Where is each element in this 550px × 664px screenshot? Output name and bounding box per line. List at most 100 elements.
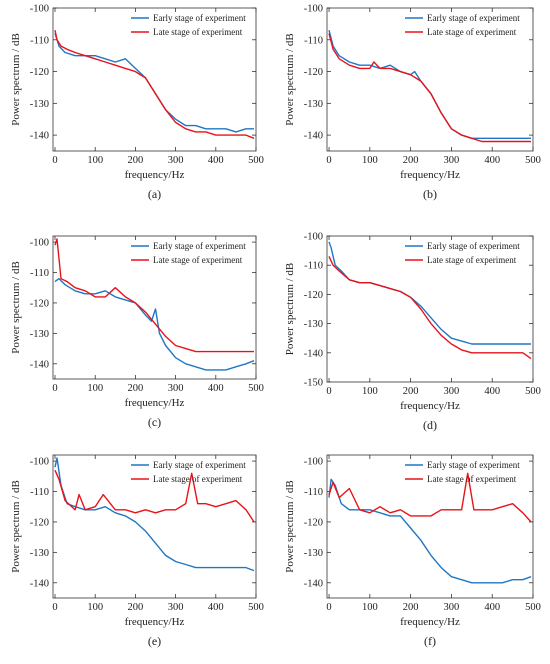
x-tick-label: 0 bbox=[326, 155, 331, 166]
y-tick-label: -140 bbox=[304, 348, 323, 359]
x-tick-label: 200 bbox=[403, 602, 419, 613]
x-tick-label: 300 bbox=[444, 602, 460, 613]
panel-f: 0 100 200 300 400 500 -100 -110 -120 -130 -140 freq… bbox=[284, 454, 541, 648]
x-tick-label: 500 bbox=[248, 155, 264, 166]
y-tick-label: -140 bbox=[30, 359, 49, 370]
y-tick-label: -100 bbox=[304, 4, 323, 15]
legend-label: Early stage of experiment bbox=[427, 460, 520, 470]
x-tick-label: 200 bbox=[128, 155, 144, 166]
y-tick-label: -120 bbox=[304, 290, 323, 301]
y-tick-label: -130 bbox=[304, 548, 323, 559]
y-tick-label: -140 bbox=[30, 131, 49, 142]
y-axis-label: Power spectrum / dB bbox=[284, 480, 296, 573]
y-tick-label: -130 bbox=[304, 319, 323, 330]
plot-frame bbox=[52, 235, 257, 380]
y-tick-label: -100 bbox=[304, 232, 323, 243]
y-axis-label: Power spectrum / dB bbox=[284, 33, 296, 126]
y-tick-label: -130 bbox=[30, 99, 49, 110]
x-tick-label: 0 bbox=[52, 602, 57, 613]
y-tick-label: -130 bbox=[304, 99, 323, 110]
panel-c: 0 100 200 300 400 500 -100 -110 -120 -130 -140 freq… bbox=[10, 235, 264, 429]
y-tick-label: -110 bbox=[304, 261, 323, 272]
x-tick-label: 400 bbox=[208, 383, 224, 394]
y-tick-label: -120 bbox=[30, 67, 49, 78]
y-axis-label: Power spectrum / dB bbox=[10, 33, 22, 126]
x-axis-label: frequency/Hz bbox=[125, 169, 185, 181]
series-line-late bbox=[328, 33, 531, 143]
y-tick-label: -100 bbox=[304, 457, 323, 468]
plot-frame bbox=[326, 454, 534, 599]
panel-label: (c) bbox=[148, 415, 161, 429]
legend-label: Early stage of experiment bbox=[153, 13, 246, 23]
x-tick-label: 500 bbox=[525, 155, 541, 166]
series-line-late bbox=[328, 472, 532, 523]
legend-label: Early stage of experiment bbox=[153, 241, 246, 251]
y-tick-label: -110 bbox=[304, 35, 323, 46]
y-tick-label: -140 bbox=[304, 131, 323, 142]
legend-label: Late stage of experiment bbox=[153, 27, 243, 37]
y-tick-label: -120 bbox=[30, 517, 49, 528]
y-tick-label: -120 bbox=[304, 67, 323, 78]
legend-label: Late stage of experiment bbox=[427, 255, 517, 265]
x-tick-label: 100 bbox=[87, 383, 103, 394]
legend-label: Late stage of experiment bbox=[427, 474, 517, 484]
y-tick-label: -100 bbox=[30, 238, 49, 249]
x-axis-label: frequency/Hz bbox=[400, 169, 460, 181]
series-line-early bbox=[54, 33, 254, 133]
x-tick-label: 0 bbox=[326, 386, 331, 397]
y-axis-label: Power spectrum / dB bbox=[10, 480, 22, 573]
x-tick-label: 0 bbox=[52, 155, 57, 166]
x-tick-label: 500 bbox=[525, 386, 541, 397]
y-tick-label: -120 bbox=[30, 298, 49, 309]
x-tick-label: 200 bbox=[128, 602, 144, 613]
x-axis-label: frequency/Hz bbox=[400, 400, 460, 412]
series-line-late bbox=[54, 469, 255, 523]
y-axis-label: Power spectrum / dB bbox=[10, 261, 22, 354]
series-line-early bbox=[54, 457, 255, 572]
x-tick-label: 400 bbox=[208, 602, 224, 613]
series-line-late bbox=[54, 30, 255, 139]
panel-e: 0 100 200 300 400 500 -100 -110 -120 -130 -140 freq… bbox=[10, 454, 264, 648]
y-tick-label: -120 bbox=[304, 517, 323, 528]
y-tick-label: -130 bbox=[30, 548, 49, 559]
x-tick-label: 500 bbox=[525, 602, 541, 613]
plot-frame bbox=[52, 454, 257, 599]
panel-label: (f) bbox=[424, 634, 436, 648]
x-tick-label: 500 bbox=[248, 602, 264, 613]
x-tick-label: 100 bbox=[87, 155, 103, 166]
legend-label: Late stage of experiment bbox=[427, 27, 517, 37]
panel-a: 0 100 200 300 400 500 -100 -110 -120 -130 -140 freq… bbox=[10, 4, 264, 202]
y-tick-label: -110 bbox=[30, 487, 49, 498]
plot-frame bbox=[52, 7, 257, 152]
y-axis-label: Power spectrum / dB bbox=[284, 263, 296, 356]
series-line-early bbox=[54, 277, 255, 371]
x-tick-label: 0 bbox=[52, 383, 57, 394]
x-tick-label: 100 bbox=[362, 386, 378, 397]
series-line-late bbox=[328, 256, 532, 360]
x-tick-label: 500 bbox=[248, 383, 264, 394]
x-tick-label: 100 bbox=[362, 602, 378, 613]
y-tick-label: -110 bbox=[30, 35, 49, 46]
series-line-early bbox=[328, 30, 531, 140]
legend-label: Early stage of experiment bbox=[153, 460, 246, 470]
series-line-early bbox=[328, 478, 532, 584]
panel-b: 0 100 200 300 400 500 -100 -110 -120 -130 -140 freq… bbox=[284, 4, 541, 202]
plot-frame bbox=[326, 235, 534, 383]
x-tick-label: 400 bbox=[484, 602, 500, 613]
y-tick-label: -130 bbox=[30, 329, 49, 340]
x-tick-label: 200 bbox=[403, 155, 419, 166]
x-axis-label: frequency/Hz bbox=[400, 616, 460, 628]
panel-d: 0 100 200 300 400 500 -100 -110 -120 -130 -140 -150… bbox=[284, 232, 541, 433]
x-axis-label: frequency/Hz bbox=[125, 397, 185, 409]
y-tick-label: -150 bbox=[304, 378, 323, 389]
series-line-late bbox=[54, 238, 254, 353]
legend-label: Late stage of experiment bbox=[153, 255, 243, 265]
x-tick-label: 0 bbox=[326, 602, 331, 613]
y-tick-label: -110 bbox=[304, 487, 323, 498]
y-tick-label: -100 bbox=[30, 457, 49, 468]
y-tick-label: -100 bbox=[30, 4, 49, 15]
x-tick-label: 100 bbox=[362, 155, 378, 166]
panel-label: (b) bbox=[423, 187, 437, 201]
y-tick-label: -110 bbox=[30, 268, 49, 279]
